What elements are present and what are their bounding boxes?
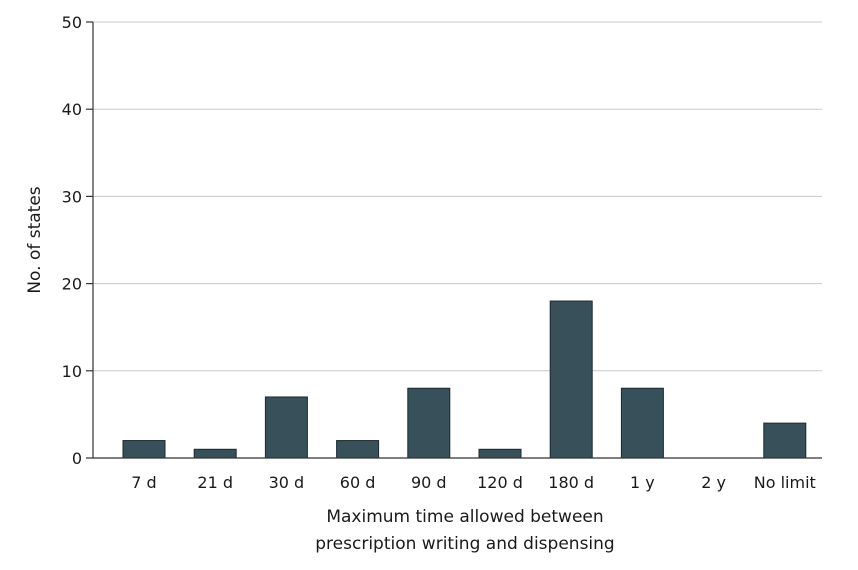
bar-2 <box>264 396 308 459</box>
axes <box>86 21 822 459</box>
y-tick-label: 10 <box>62 362 82 381</box>
y-tick-label: 50 <box>62 13 82 32</box>
x-tick-label: 120 d <box>477 473 523 492</box>
x-tick-label: 21 d <box>197 473 233 492</box>
y-tick-label: 40 <box>62 100 82 119</box>
y-axis-title: No. of states <box>25 186 45 293</box>
bar-1 <box>193 448 237 459</box>
x-tick-label: 60 d <box>340 473 376 492</box>
x-tick-label: 180 d <box>548 473 594 492</box>
x-axis-title-line-1: Maximum time allowed between <box>326 507 603 527</box>
x-tick-labels: 7 d 21 d 30 d 60 d 90 d 120 d 180 d 1 y 2 y No li… <box>131 473 816 492</box>
bar-5 <box>478 448 522 459</box>
bar-9 <box>763 422 807 459</box>
y-tick-label: 0 <box>72 449 82 468</box>
x-axis-title-line-2: prescription writing and dispensing <box>315 534 614 554</box>
x-tick-label: 7 d <box>131 473 156 492</box>
bar-7 <box>620 387 664 459</box>
x-tick-label: 30 d <box>269 473 305 492</box>
gridlines <box>93 21 822 372</box>
bars <box>122 300 807 459</box>
y-tick-labels: 0 10 20 30 40 50 <box>62 13 82 468</box>
x-tick-label: 1 y <box>630 473 655 492</box>
y-tick-label: 20 <box>62 275 82 294</box>
bar-6 <box>549 300 593 459</box>
y-tick-label: 30 <box>62 187 82 206</box>
bar-4 <box>407 387 451 459</box>
x-tick-label: 2 y <box>701 473 726 492</box>
x-tick-label: 90 d <box>411 473 447 492</box>
bar-3 <box>336 440 380 459</box>
x-tick-label: No limit <box>754 473 816 492</box>
bar-0 <box>122 440 166 459</box>
